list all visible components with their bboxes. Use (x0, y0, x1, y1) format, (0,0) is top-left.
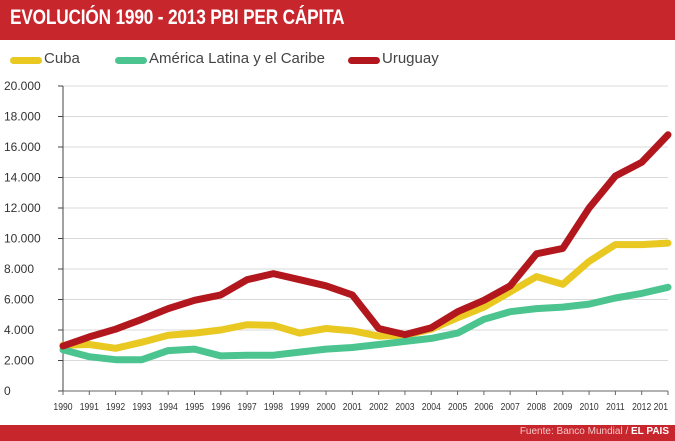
legend-swatch-latam (115, 57, 147, 64)
series-line-uruguay (59, 131, 672, 350)
x-axis: 1990 1991 1992 1993 1994 1995 1996 1997 1998 1999… (53, 390, 669, 413)
x-tick-label: 2012 (632, 401, 651, 413)
x-tick-label: 1993 (132, 401, 151, 413)
y-tick-label: 6.000 (4, 293, 34, 307)
y-tick-label: 8.000 (4, 262, 34, 276)
x-tick-label: 1995 (185, 401, 204, 413)
x-tick-label: 2011 (606, 401, 625, 413)
y-tick-label: 4.000 (4, 323, 34, 337)
brand-text: EL PAIS (631, 426, 669, 437)
x-tick-label: 2003 (395, 401, 414, 413)
series-line-cuba (59, 239, 672, 352)
x-tick-label: 2000 (316, 401, 335, 413)
x-tick-label: 1996 (211, 401, 230, 413)
x-tick-label: 1997 (238, 401, 257, 413)
series-line-latam (59, 283, 672, 364)
x-tick-label: 2010 (580, 401, 599, 413)
chart-title: EVOLUCIÓN 1990 - 2013 PBI PER CÁPITA (10, 6, 345, 29)
footer-bar: Fuente: Banco Mundial / EL PAIS (0, 425, 675, 441)
legend-label-latam: América Latina y el Caribe (149, 50, 325, 67)
title-bar: EVOLUCIÓN 1990 - 2013 PBI PER CÁPITA (0, 0, 675, 40)
legend-label-uruguay: Uruguay (382, 50, 439, 67)
x-tick-label: 2006 (474, 401, 493, 413)
x-tick-label: 2005 (448, 401, 467, 413)
y-tick-label: 16.000 (4, 140, 41, 154)
y-tick-label: 20.000 (4, 79, 41, 93)
legend-swatch-cuba (10, 57, 42, 64)
x-tick-label: 2001 (343, 401, 362, 413)
legend: Cuba América Latina y el Caribe Uruguay (0, 48, 675, 72)
y-axis: 0 2.000 4.000 6.000 8.000 10.000 12.000 14.000 1… (4, 79, 64, 398)
y-tick-label: 2.000 (4, 354, 34, 368)
x-tick-label: 1994 (159, 401, 179, 413)
source-note: Fuente: Banco Mundial / EL PAIS (520, 426, 669, 437)
x-tick-label: 2007 (501, 401, 520, 413)
x-tick-label: 2002 (369, 401, 388, 413)
y-tick-label: 12.000 (4, 201, 41, 215)
line-chart: 0 2.000 4.000 6.000 8.000 10.000 12.000 14.000 1… (4, 79, 672, 413)
x-tick-label: 1992 (106, 401, 125, 413)
x-tick-label: 1998 (264, 401, 283, 413)
series-lines (59, 131, 672, 364)
source-text: Fuente: Banco Mundial / (519, 426, 629, 437)
legend-label-cuba: Cuba (44, 50, 80, 67)
x-tick-label: 2009 (553, 401, 572, 413)
x-tick-label: 1999 (290, 401, 309, 413)
y-tick-label: 18.000 (4, 110, 41, 124)
x-tick-label: 1991 (80, 401, 99, 413)
legend-swatch-uruguay (348, 57, 380, 64)
x-tick-label: 2004 (422, 401, 442, 413)
x-tick-label: 1990 (53, 401, 72, 413)
y-tick-label: 0 (4, 384, 11, 398)
x-tick-label: 2008 (527, 401, 546, 413)
y-tick-label: 14.000 (4, 171, 41, 185)
y-tick-label: 10.000 (4, 232, 41, 246)
x-tick-label: 201 (654, 401, 668, 413)
